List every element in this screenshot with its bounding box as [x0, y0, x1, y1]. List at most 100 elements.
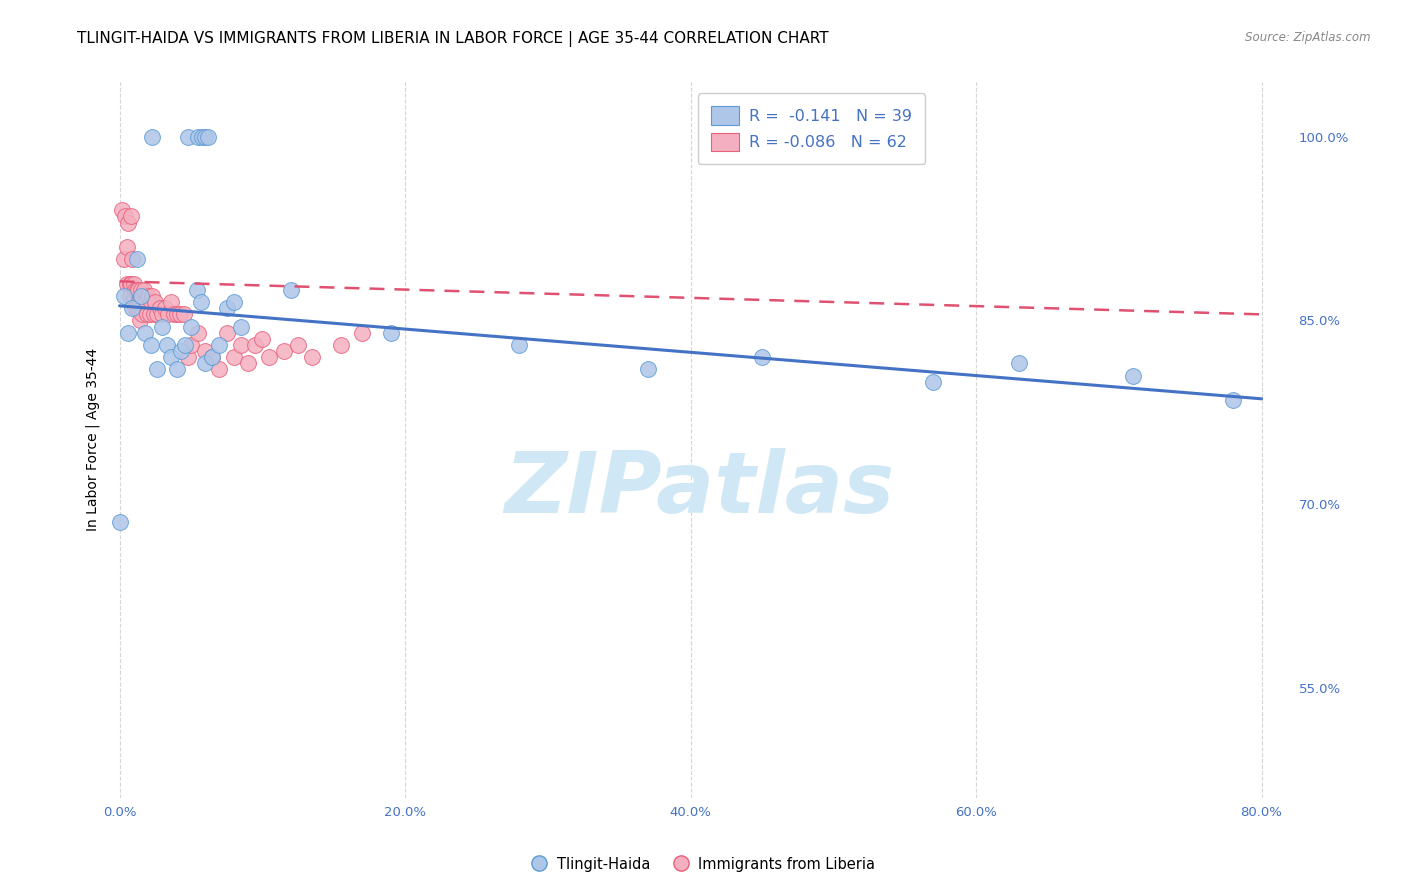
Point — [128, 313, 150, 327]
Point — [229, 338, 252, 352]
Point — [125, 283, 148, 297]
Point — [301, 350, 323, 364]
Point — [190, 295, 212, 310]
Point — [222, 295, 245, 310]
Point — [252, 332, 274, 346]
Point — [120, 210, 142, 224]
Point — [201, 350, 224, 364]
Point — [156, 338, 179, 352]
Point — [114, 210, 136, 224]
Point — [170, 344, 193, 359]
Point — [280, 283, 302, 297]
Point — [127, 301, 149, 316]
Point — [150, 319, 173, 334]
Point — [112, 289, 135, 303]
Point — [145, 362, 167, 376]
Point — [141, 130, 163, 145]
Point — [129, 289, 152, 303]
Point — [134, 326, 156, 340]
Point — [177, 350, 200, 364]
Point — [236, 356, 259, 370]
Point — [115, 240, 138, 254]
Point — [125, 301, 148, 316]
Point — [163, 307, 186, 321]
Point — [215, 301, 238, 316]
Point — [108, 516, 131, 530]
Point — [139, 338, 162, 352]
Point — [117, 216, 139, 230]
Point — [112, 252, 135, 267]
Point — [208, 338, 231, 352]
Point — [125, 252, 148, 267]
Point — [637, 362, 659, 376]
Point — [329, 338, 352, 352]
Point — [150, 307, 173, 321]
Point — [174, 338, 197, 352]
Point — [922, 375, 945, 389]
Point — [145, 307, 167, 321]
Legend: R =  -0.141   N = 39, R = -0.086   N = 62: R = -0.141 N = 39, R = -0.086 N = 62 — [697, 94, 925, 164]
Point — [191, 130, 214, 145]
Point — [177, 130, 200, 145]
Point — [229, 319, 252, 334]
Point — [169, 307, 191, 321]
Point — [166, 362, 188, 376]
Legend: Tlingit-Haida, Immigrants from Liberia: Tlingit-Haida, Immigrants from Liberia — [524, 850, 882, 878]
Point — [259, 350, 281, 364]
Point — [160, 350, 183, 364]
Point — [352, 326, 374, 340]
Point — [143, 295, 166, 310]
Point — [155, 301, 177, 316]
Point — [222, 350, 245, 364]
Point — [380, 326, 402, 340]
Point — [118, 289, 141, 303]
Point — [127, 283, 149, 297]
Point — [117, 326, 139, 340]
Point — [173, 307, 195, 321]
Point — [194, 356, 217, 370]
Point — [194, 130, 217, 145]
Point — [180, 319, 202, 334]
Point — [208, 362, 231, 376]
Point — [243, 338, 266, 352]
Text: ZIPatlas: ZIPatlas — [503, 449, 894, 532]
Point — [201, 350, 224, 364]
Point — [1122, 368, 1144, 383]
Point — [194, 344, 217, 359]
Point — [120, 277, 142, 291]
Y-axis label: In Labor Force | Age 35-44: In Labor Force | Age 35-44 — [86, 348, 100, 532]
Point — [142, 307, 165, 321]
Point — [129, 283, 152, 297]
Point — [751, 350, 773, 364]
Point — [128, 295, 150, 310]
Point — [134, 295, 156, 310]
Point — [139, 295, 162, 310]
Point — [121, 301, 143, 316]
Point — [138, 307, 160, 321]
Point — [115, 277, 138, 291]
Point — [131, 307, 153, 321]
Point — [132, 283, 155, 297]
Text: Source: ZipAtlas.com: Source: ZipAtlas.com — [1246, 31, 1371, 45]
Text: TLINGIT-HAIDA VS IMMIGRANTS FROM LIBERIA IN LABOR FORCE | AGE 35-44 CORRELATION : TLINGIT-HAIDA VS IMMIGRANTS FROM LIBERIA… — [77, 31, 830, 47]
Point — [131, 289, 153, 303]
Point — [273, 344, 295, 359]
Point — [148, 301, 170, 316]
Point — [157, 307, 180, 321]
Point — [122, 277, 145, 291]
Point — [136, 289, 159, 303]
Point — [1008, 356, 1031, 370]
Point — [135, 307, 157, 321]
Point — [187, 130, 209, 145]
Point — [141, 289, 163, 303]
Point — [129, 301, 152, 316]
Point — [124, 301, 146, 316]
Point — [508, 338, 530, 352]
Point — [122, 289, 145, 303]
Point — [287, 338, 309, 352]
Point — [111, 203, 134, 218]
Point — [197, 130, 219, 145]
Point — [1222, 392, 1244, 407]
Point — [166, 307, 188, 321]
Point — [118, 277, 141, 291]
